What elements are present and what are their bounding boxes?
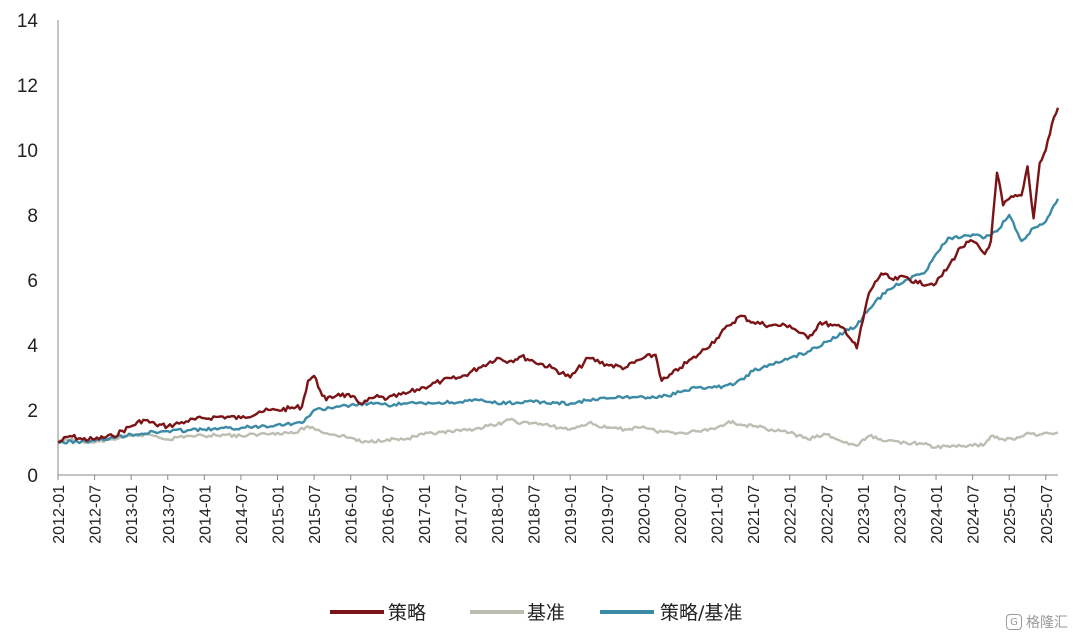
x-tick-label: 2025-07: [1039, 485, 1056, 544]
y-tick-label: 8: [27, 206, 38, 227]
series-line-1: [57, 417, 1059, 450]
series-line-0: [57, 107, 1060, 444]
x-tick-label: 2018-07: [527, 485, 544, 544]
x-tick-label: 2012-07: [88, 485, 105, 544]
y-tick-label: 14: [17, 11, 39, 32]
legend-label: 基准: [527, 602, 565, 624]
x-tick-label: 2020-01: [636, 485, 653, 544]
x-tick-label: 2016-07: [380, 485, 397, 544]
x-tick-label: 2013-01: [124, 485, 141, 544]
x-axis-ticks: 2012-01 2012-07 2013-01 2013-07 2014-01 2014-…: [51, 475, 1056, 544]
x-tick-label: 2014-07: [234, 485, 251, 544]
y-axis-ticks: 0 2 4 6 8 10 12 14: [17, 11, 39, 487]
x-tick-label: 2019-07: [600, 485, 617, 544]
legend-label: 策略: [388, 602, 426, 624]
series-layer: [57, 107, 1060, 450]
x-tick-label: 2020-07: [673, 485, 690, 544]
x-tick-label: 2012-01: [51, 485, 68, 544]
x-tick-label: 2021-07: [746, 485, 763, 544]
x-tick-label: 2021-01: [710, 485, 727, 544]
x-tick-label: 2013-07: [161, 485, 178, 544]
x-tick-label: 2024-01: [929, 485, 946, 544]
y-tick-label: 10: [17, 141, 38, 162]
x-tick-label: 2024-07: [966, 485, 983, 544]
x-tick-label: 2014-01: [197, 485, 214, 544]
x-tick-label: 2016-01: [344, 485, 361, 544]
x-tick-label: 2015-01: [271, 485, 288, 544]
x-tick-label: 2017-07: [453, 485, 470, 544]
watermark-text: 格隆汇: [1026, 615, 1068, 631]
x-tick-label: 2015-07: [307, 485, 324, 544]
x-tick-label: 2022-07: [819, 485, 836, 544]
series-line-2: [58, 198, 1060, 445]
legend: 策略 基准 策略/基准: [330, 602, 742, 624]
x-tick-label: 2018-01: [490, 485, 507, 544]
y-tick-label: 0: [27, 466, 38, 487]
x-tick-label: 2025-01: [1002, 485, 1019, 544]
x-tick-label: 2017-01: [417, 485, 434, 544]
legend-label: 策略/基准: [660, 602, 742, 624]
x-tick-label: 2023-07: [892, 485, 909, 544]
x-tick-label: 2022-01: [783, 485, 800, 544]
x-tick-label: 2023-01: [856, 485, 873, 544]
x-tick-label: 2019-01: [563, 485, 580, 544]
watermark: G 格隆汇: [1006, 612, 1068, 632]
y-tick-label: 2: [27, 401, 38, 422]
y-tick-label: 4: [27, 336, 38, 357]
watermark-logo-icon: G: [1006, 614, 1022, 630]
y-tick-label: 6: [27, 271, 38, 292]
y-tick-label: 12: [17, 76, 38, 97]
